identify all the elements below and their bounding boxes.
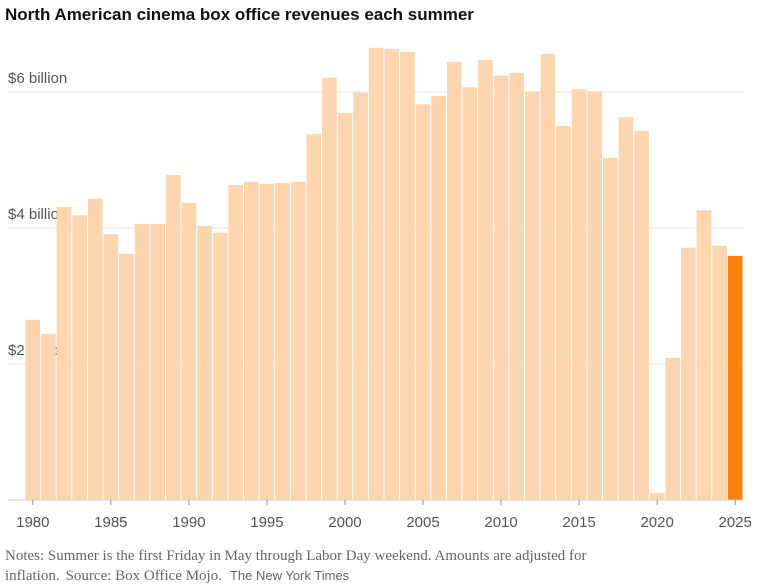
bar — [212, 232, 228, 500]
x-tick-label: 2000 — [328, 514, 361, 531]
bar — [509, 72, 524, 501]
x-tick-label: 2005 — [406, 514, 439, 531]
bar — [87, 198, 103, 500]
bar — [228, 185, 244, 500]
bar — [165, 174, 181, 500]
bar — [368, 47, 384, 501]
x-tick-label: 2010 — [484, 514, 517, 531]
bar — [634, 130, 649, 500]
bar — [431, 96, 446, 500]
chart-title: North American cinema box office revenue… — [5, 5, 474, 24]
bar — [259, 183, 275, 501]
bar — [696, 210, 712, 500]
bar — [556, 126, 571, 500]
notes-footer: inflation. Source: Box Office Mojo. The Ne… — [5, 568, 350, 584]
bar — [150, 223, 165, 501]
bar — [72, 215, 87, 500]
bar — [540, 53, 556, 501]
x-tick-label: 2020 — [640, 514, 673, 531]
bar — [322, 77, 337, 500]
bar — [681, 247, 696, 500]
bar — [275, 183, 290, 500]
bar — [587, 91, 603, 500]
source: Source: Box Office Mojo. — [66, 568, 222, 584]
bar — [603, 157, 618, 500]
bar — [665, 357, 681, 500]
bar — [134, 223, 150, 501]
bar — [524, 91, 540, 500]
credit: The New York Times — [230, 568, 350, 583]
bar — [384, 49, 400, 500]
bar — [290, 181, 306, 500]
bar — [197, 225, 212, 500]
bar — [244, 181, 259, 500]
bar — [446, 62, 462, 501]
bar — [462, 87, 478, 501]
bar — [103, 234, 119, 500]
notes: Notes: Summer is the first Friday in May… — [5, 548, 587, 564]
bar — [337, 113, 353, 500]
bar — [618, 117, 634, 500]
bar — [400, 51, 415, 500]
bar — [727, 255, 743, 500]
bar — [306, 134, 322, 500]
bar — [353, 92, 368, 501]
bar — [415, 104, 431, 501]
x-tick-label: 2025 — [719, 514, 752, 531]
bar — [25, 319, 41, 500]
bar — [478, 60, 493, 500]
y-tick-label: $6 billion — [8, 70, 67, 87]
bar — [649, 493, 665, 500]
bar — [56, 206, 72, 501]
x-tick-label: 2015 — [562, 514, 595, 531]
bar — [493, 75, 509, 501]
y-tick-label: $4 billion — [8, 206, 67, 223]
bar — [41, 334, 56, 500]
notes-wrap: inflation. — [5, 568, 60, 584]
x-tick-label: 1990 — [172, 514, 205, 531]
x-tick-label: 1995 — [250, 514, 283, 531]
bar — [181, 202, 197, 500]
bar — [712, 245, 727, 500]
x-tick-label: 1980 — [16, 514, 49, 531]
bar — [119, 253, 134, 500]
bar — [571, 89, 587, 500]
x-tick-label: 1985 — [94, 514, 127, 531]
